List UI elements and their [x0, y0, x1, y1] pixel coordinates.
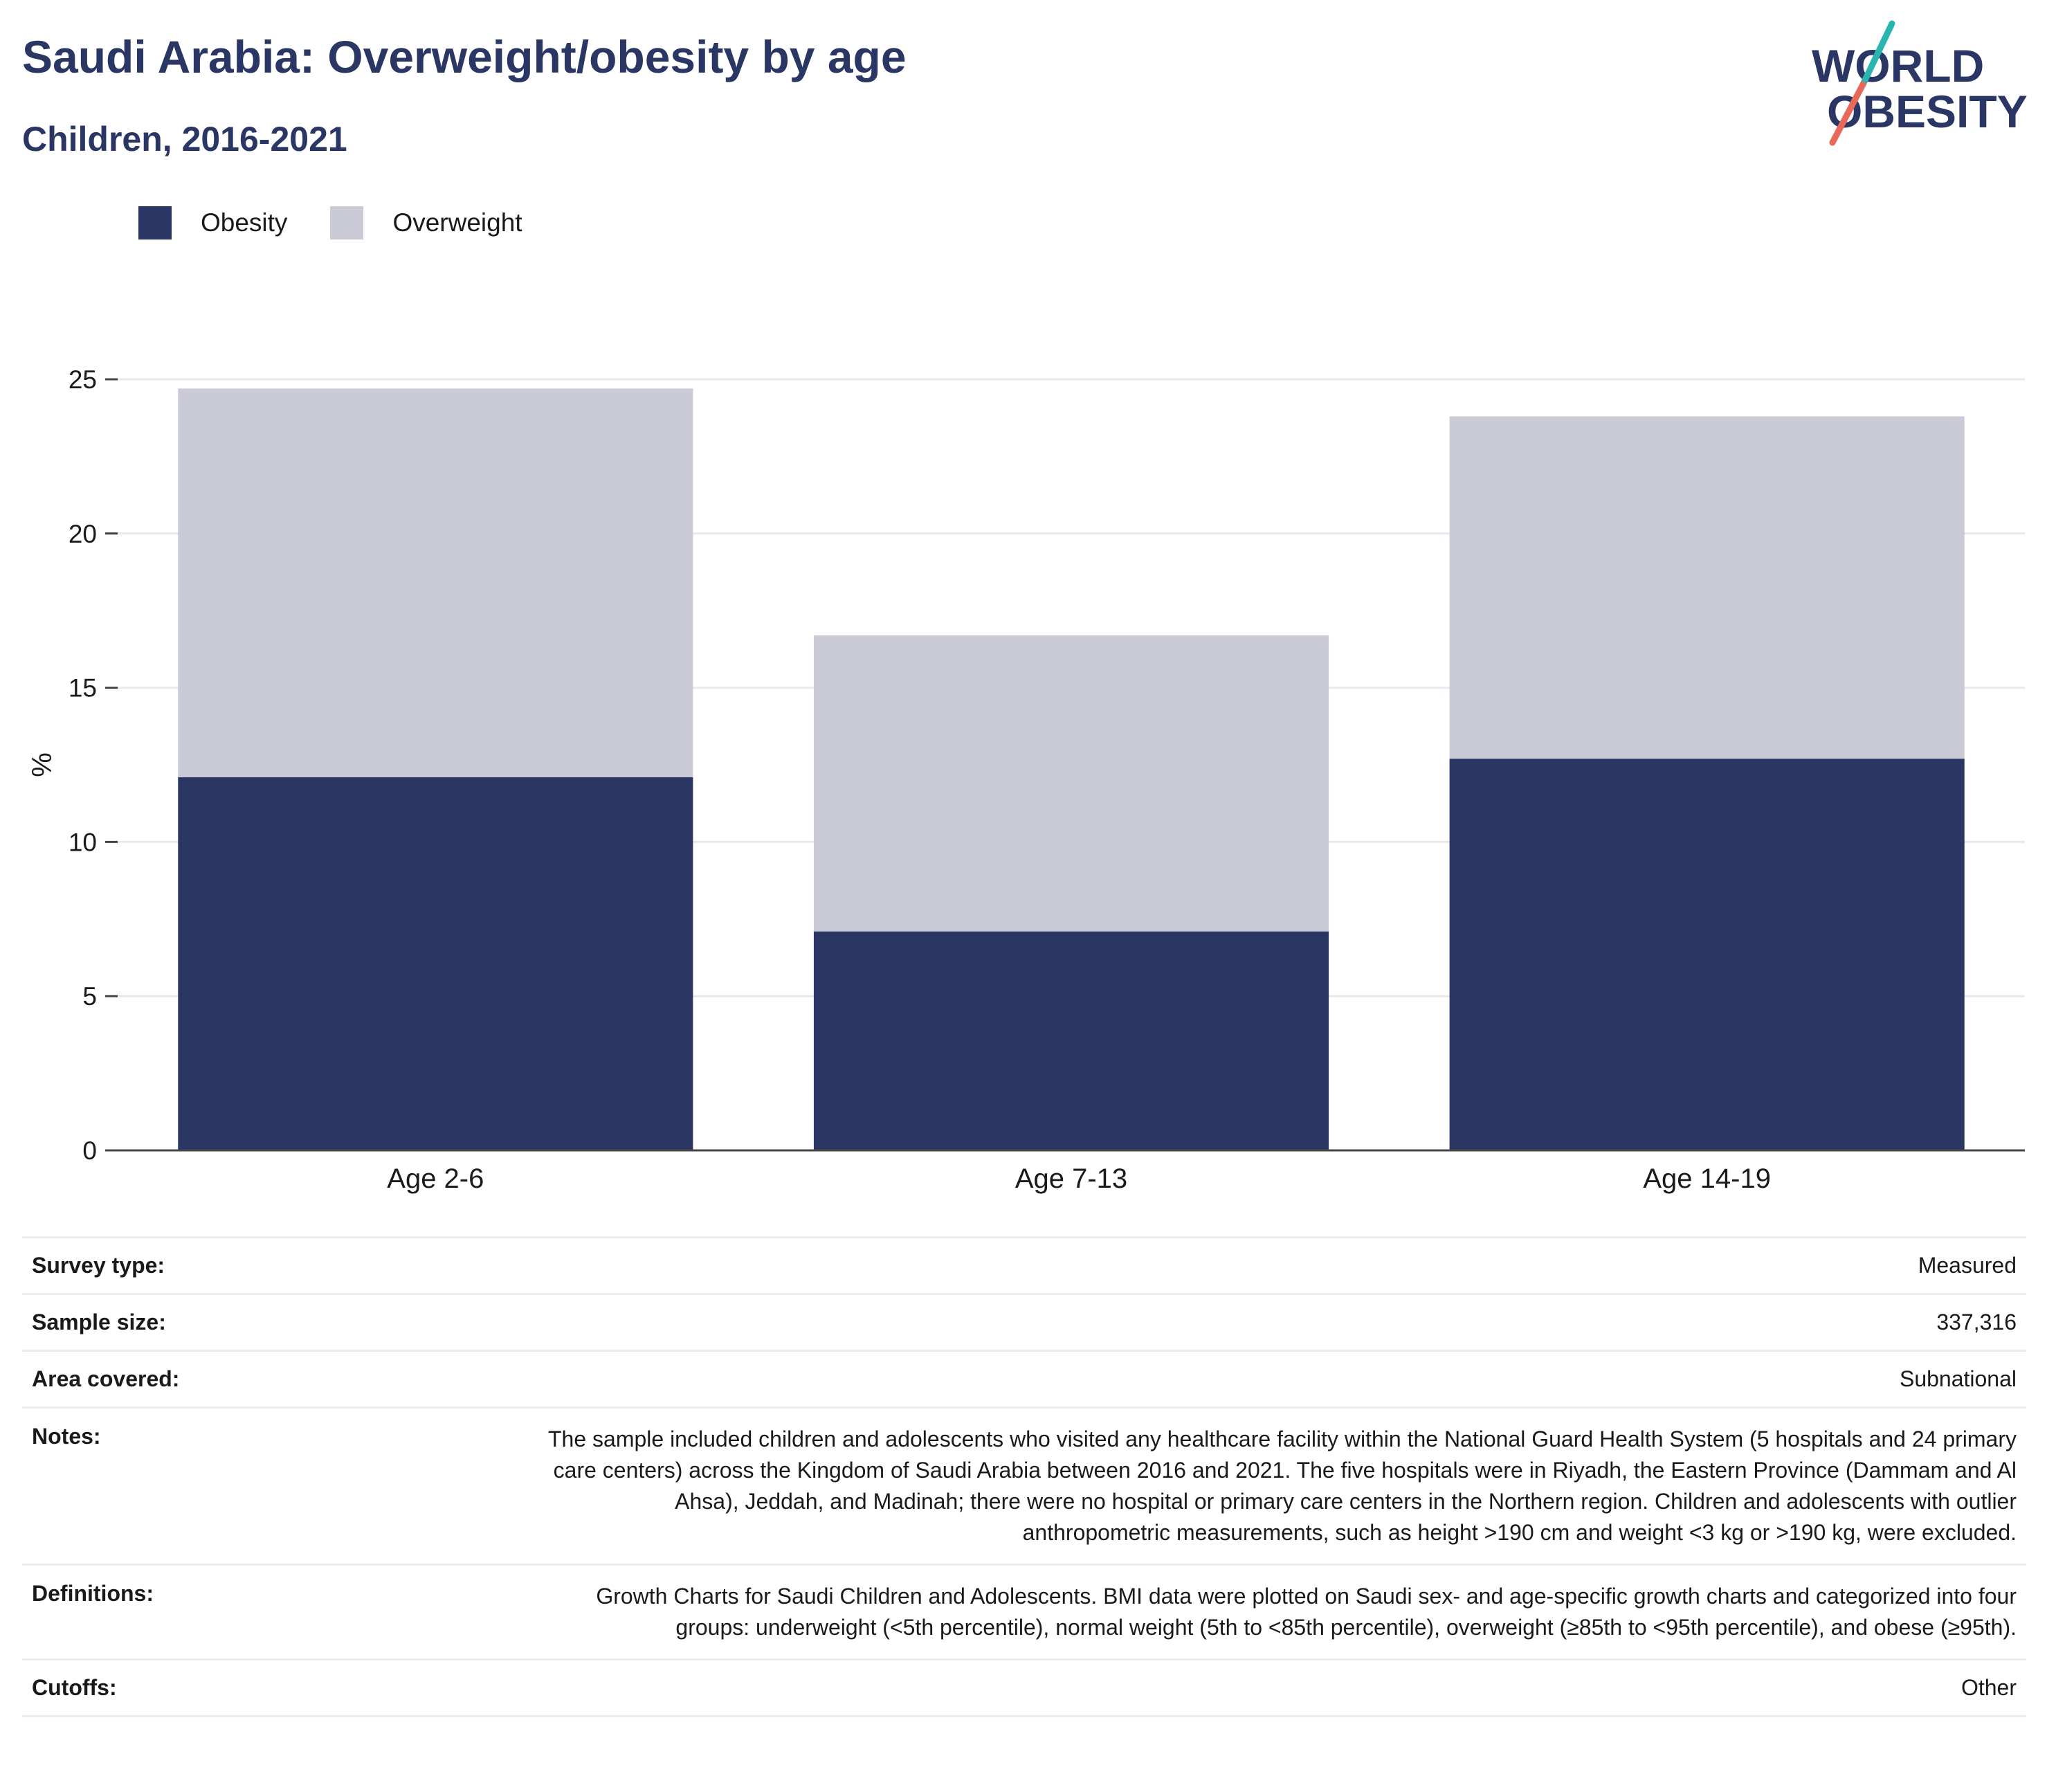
meta-value: Measured [1918, 1253, 2017, 1278]
y-tick-label: 20 [69, 520, 97, 548]
y-tick-label: 10 [69, 828, 97, 856]
meta-row-survey-type: Survey type: Measured [22, 1236, 2026, 1293]
legend-swatch-obesity [138, 206, 172, 239]
meta-row-cutoffs: Cutoffs: Other [22, 1658, 2026, 1717]
x-tick-label: Age 14-19 [1643, 1164, 1771, 1194]
bar-overweight-1 [178, 388, 693, 777]
meta-label: Survey type: [32, 1253, 165, 1278]
y-tick-label: 25 [69, 365, 97, 394]
y-tick-label: 15 [69, 674, 97, 703]
logo-line-1: WORLD [1812, 40, 1984, 91]
bar-layer [178, 388, 1965, 1150]
chart-title: Saudi Arabia: Overweight/obesity by age [22, 31, 907, 82]
meta-row-area-covered: Area covered: Subnational [22, 1350, 2026, 1406]
meta-label: Area covered: [32, 1366, 180, 1391]
axis-layer: 0 5 10 15 20 25% Age 2-6 Age 7-13 Age 14-19 [27, 365, 2025, 1194]
legend-label-overweight: Overweight [392, 208, 522, 237]
y-tick-label: 0 [82, 1137, 97, 1165]
y-tick-label: 5 [82, 982, 97, 1011]
legend-item-overweight: Overweight [330, 206, 522, 239]
legend-item-obesity: Obesity [138, 206, 287, 239]
meta-row-sample-size: Sample size: 337,316 [22, 1293, 2026, 1350]
x-tick-label: Age 7-13 [1015, 1164, 1127, 1194]
chart-legend: Obesity Overweight [138, 206, 565, 239]
logo-slash-bottom [1829, 81, 1866, 146]
chart-subtitle: Children, 2016-2021 [22, 120, 347, 159]
bar-overweight-2 [813, 635, 1329, 932]
y-axis-label: % [27, 752, 57, 777]
meta-label: Notes: [32, 1424, 101, 1449]
world-obesity-logo: WORLD OBESITY [1812, 20, 2028, 146]
meta-row-notes: Notes: The sample included children and … [22, 1406, 2026, 1564]
bar-overweight-3 [1449, 416, 1965, 759]
meta-value: Subnational [1899, 1366, 2017, 1391]
survey-details-table: Survey type: Measured Sample size: 337,3… [22, 1236, 2026, 1717]
logo-slash-top [1859, 20, 1895, 88]
meta-value: 337,316 [1936, 1310, 2017, 1334]
bar-obesity-2 [813, 931, 1329, 1150]
stacked-bar-chart: 0 5 10 15 20 25% Age 2-6 Age 7-13 Age 14-19 [27, 365, 2025, 1194]
meta-value: The sample included children and adolesc… [547, 1427, 2017, 1545]
meta-label: Definitions: [32, 1581, 154, 1606]
meta-value: Other [1960, 1675, 2017, 1700]
bar-obesity-1 [178, 777, 693, 1150]
meta-value: Growth Charts for Saudi Children and Ado… [596, 1584, 2017, 1640]
meta-row-definitions: Definitions: Growth Charts for Saudi Chi… [22, 1564, 2026, 1658]
x-tick-label: Age 2-6 [387, 1164, 484, 1194]
legend-swatch-overweight [330, 206, 364, 239]
legend-label-obesity: Obesity [201, 208, 288, 237]
meta-label: Sample size: [32, 1310, 166, 1334]
meta-label: Cutoffs: [32, 1675, 117, 1700]
bar-obesity-3 [1449, 759, 1965, 1150]
